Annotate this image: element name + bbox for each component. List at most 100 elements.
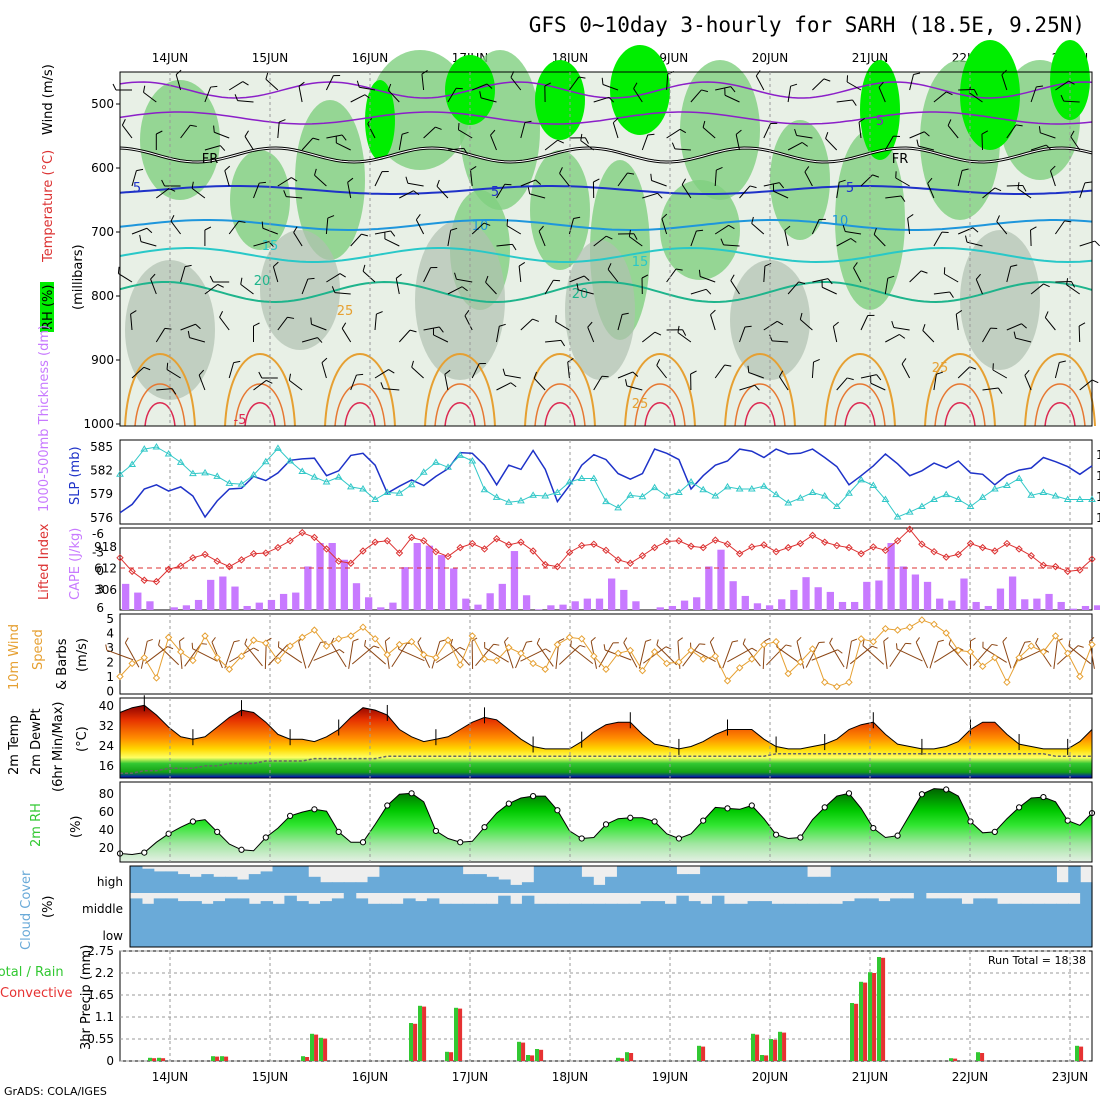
wind-barb-staff xyxy=(1006,184,1023,187)
precip-bar-convective xyxy=(755,1034,760,1061)
slp-line xyxy=(119,448,1093,519)
wind-barb-flag xyxy=(287,316,295,319)
lifted-point xyxy=(383,537,392,545)
wind-barb xyxy=(710,309,716,331)
cloud-cell-high xyxy=(189,876,202,893)
wind10-barb xyxy=(849,645,878,665)
lifted-point xyxy=(347,559,355,567)
cape-bar xyxy=(474,604,482,610)
precip-bar-convective xyxy=(449,1052,454,1061)
wind10-barb xyxy=(184,643,207,667)
wind10-barb-staff xyxy=(192,648,218,662)
wind-barb-flag xyxy=(679,128,687,134)
wind-barb-flag xyxy=(527,187,531,194)
wind-barb-flag xyxy=(578,76,586,79)
wind10-barb xyxy=(515,640,533,669)
cloud-cell-low xyxy=(866,920,879,947)
wind-barb-staff xyxy=(1055,80,1069,91)
cape-bar xyxy=(146,601,154,610)
cloud-cell-low xyxy=(438,920,452,947)
thickness-point xyxy=(1027,491,1036,498)
lifted-point xyxy=(456,543,464,552)
precip-bar-convective xyxy=(152,1058,157,1061)
wind10-barb xyxy=(475,643,500,667)
wind-barb xyxy=(666,329,687,336)
cloud-cell-low xyxy=(759,920,772,947)
wind10-barb xyxy=(638,639,652,669)
wind-barb-staff xyxy=(219,316,230,331)
wind-barb-staff xyxy=(272,266,279,283)
wind-barb-flag xyxy=(273,261,279,267)
wind10-barb xyxy=(805,641,825,668)
wind-barb xyxy=(714,167,723,187)
wind10-point xyxy=(541,665,549,673)
thickness-point xyxy=(845,489,853,496)
wind-barb-flag xyxy=(641,274,649,279)
upper-ytick: 800 xyxy=(91,289,114,303)
cloud-cell-low xyxy=(949,920,962,947)
wind-barb-flag xyxy=(310,317,312,325)
cloud-cell-high xyxy=(486,876,499,893)
cape-bar xyxy=(960,578,968,610)
wind-barb xyxy=(415,214,425,235)
wind-barb-flag xyxy=(1030,226,1037,231)
wind-barb-flag xyxy=(430,267,438,269)
wind-barb xyxy=(982,187,1002,199)
rh2m-ytick: 40 xyxy=(99,823,114,837)
lifted-point xyxy=(918,540,926,548)
cape-bar xyxy=(316,543,324,610)
cloud-cell-high xyxy=(343,882,357,893)
wind10-barb-flag xyxy=(105,644,108,651)
cloud-cell-high xyxy=(1008,866,1022,893)
wind-barb-flag xyxy=(156,130,163,135)
wind-barb-flag xyxy=(479,91,482,98)
cloud-cell-high xyxy=(806,876,820,893)
cloud-cell-low xyxy=(260,920,274,947)
cloud-cell-middle xyxy=(890,898,903,920)
cape-bar xyxy=(437,555,446,610)
cape-bar xyxy=(972,601,980,610)
wind-barb xyxy=(350,373,364,391)
lifted-point xyxy=(505,541,513,549)
wind-barb xyxy=(117,266,133,283)
thickness-point xyxy=(820,492,829,499)
wind-barb xyxy=(326,134,347,141)
wind10-barb-flag xyxy=(504,636,509,643)
contour-25 xyxy=(524,353,596,427)
lifted-point xyxy=(152,577,161,586)
cape-bar xyxy=(936,598,944,610)
cloud-cell-high xyxy=(248,874,262,893)
thickness-point xyxy=(249,471,258,478)
wind-barb xyxy=(436,179,449,199)
wind-barb-flag xyxy=(506,219,509,226)
lifted-point xyxy=(420,537,428,545)
wind-barb-staff xyxy=(559,173,570,187)
cloud-cell-middle xyxy=(806,903,820,920)
lifted-point xyxy=(675,537,683,545)
cape-bar xyxy=(1094,605,1100,610)
wind-barb xyxy=(405,176,424,187)
wind-barb-staff xyxy=(189,337,206,343)
wind-barb-flag xyxy=(1021,323,1027,329)
cloud-cell-low xyxy=(533,920,547,947)
wind-barb xyxy=(947,119,959,139)
wind10-point xyxy=(626,646,635,655)
wind10-barb-flag xyxy=(211,637,216,643)
wind10-barb xyxy=(450,638,470,666)
wind-barb xyxy=(656,359,667,379)
cloud-cell-low xyxy=(296,920,309,947)
wind-barb xyxy=(520,179,541,187)
wind10-barb xyxy=(417,637,431,668)
wind-barb-staff xyxy=(471,222,485,235)
precip-bar-convective xyxy=(773,1039,778,1061)
wind-barb-flag xyxy=(361,233,369,237)
lifted-point xyxy=(1027,552,1035,560)
wind-barb-staff xyxy=(325,75,334,91)
wind-barb xyxy=(180,323,201,331)
temp-unit: (°C) xyxy=(75,726,90,752)
wind10-barb-staff xyxy=(934,647,959,663)
wind-barb-flag xyxy=(1078,322,1086,327)
wind-barb xyxy=(293,226,303,247)
cape-bar xyxy=(802,577,810,610)
wind10-point xyxy=(395,640,404,649)
